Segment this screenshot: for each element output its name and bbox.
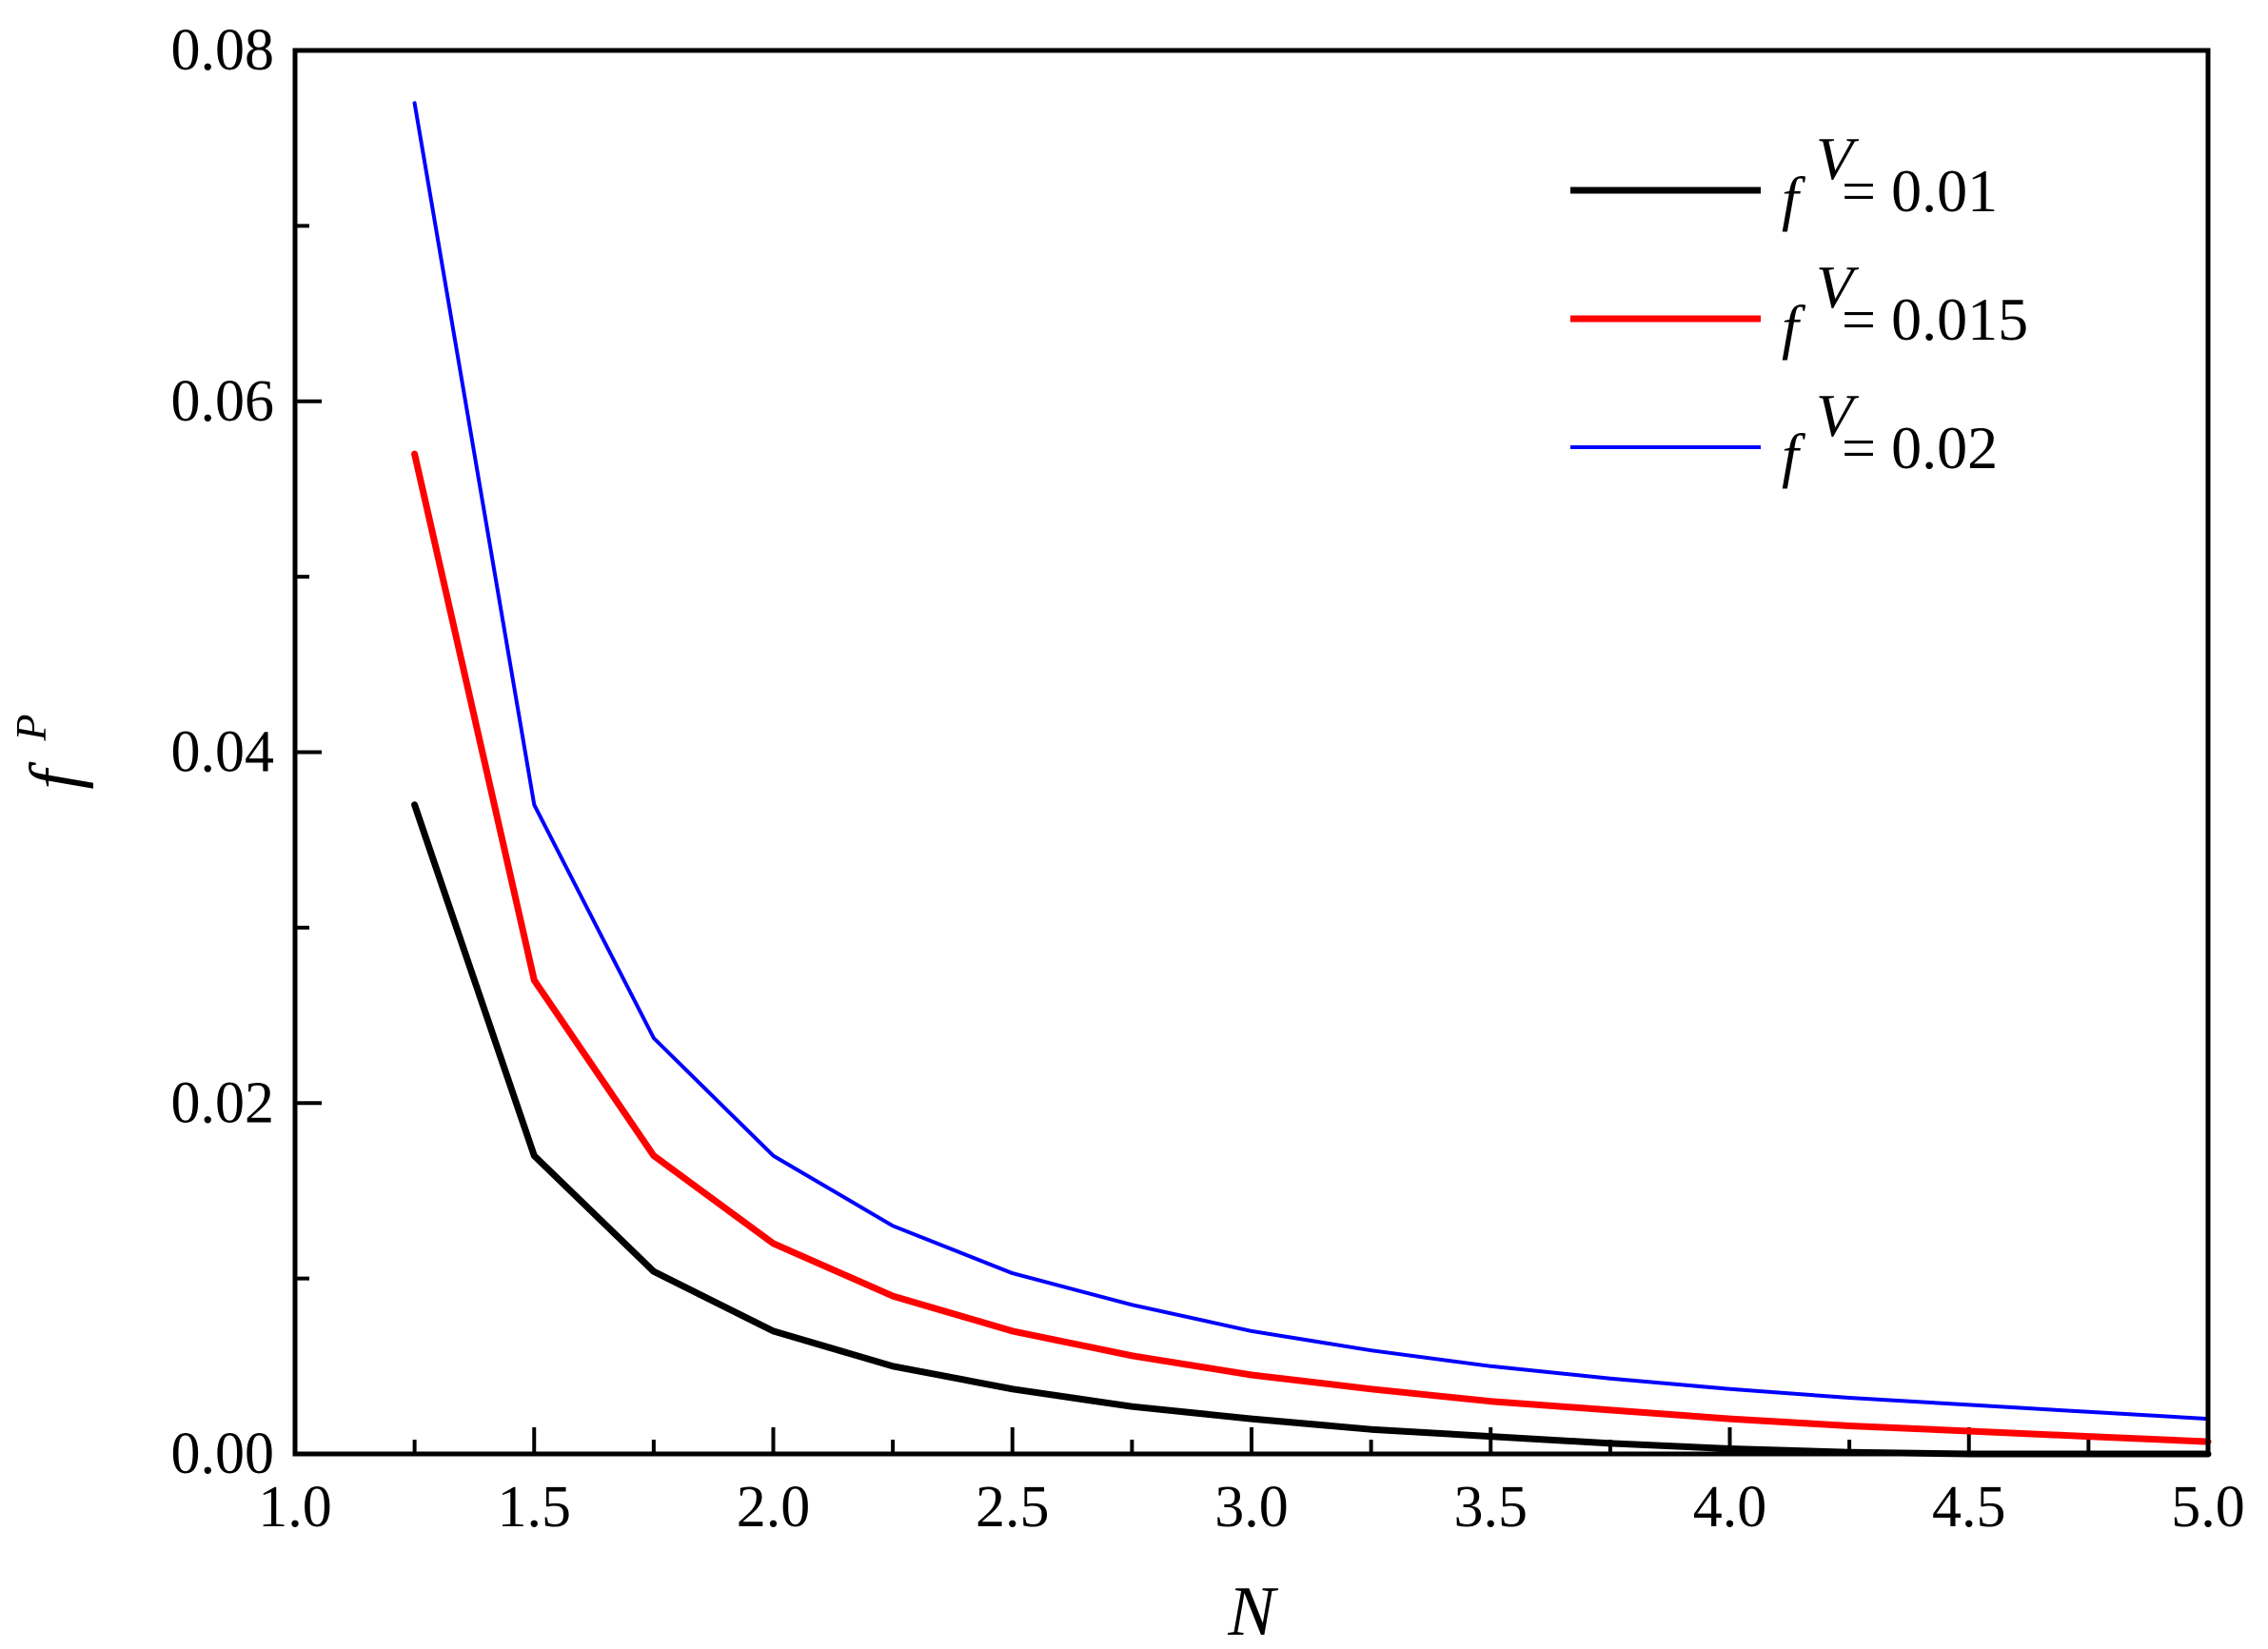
svg-text:f P: f P [7, 714, 94, 789]
legend-label: = 0.02 [1842, 414, 1998, 481]
x-tick-label: 3.5 [1454, 1475, 1528, 1540]
series-line-3 [412, 101, 2210, 1422]
x-tick-label: 1.5 [498, 1475, 572, 1540]
y-tick-label: 0.00 [171, 1422, 275, 1486]
legend-label-superscript: V [1816, 125, 1860, 192]
x-axis-label: N [1227, 1573, 1278, 1649]
x-tick-label: 4.5 [1932, 1475, 2006, 1540]
y-tick-label: 0.04 [171, 720, 275, 785]
y-axis-label-superscript: P [7, 714, 55, 741]
legend-label-superscript: V [1816, 382, 1860, 449]
x-tick-label: 5.0 [2171, 1475, 2245, 1540]
legend-label: = 0.015 [1842, 285, 2028, 353]
series-line-2 [411, 450, 2212, 1445]
y-tick-label: 0.08 [171, 18, 275, 83]
legend-label-superscript: V [1816, 253, 1860, 321]
x-tick-labels: 1.0 1.5 2.0 2.5 3.0 3.5 4.0 4.5 5.0 [258, 1475, 2245, 1540]
x-tick-label: 4.0 [1693, 1475, 1767, 1540]
x-tick-label: 1.0 [258, 1475, 332, 1540]
y-axis-label-base: f [16, 761, 94, 790]
plot-area [295, 50, 2208, 1454]
legend-label: = 0.01 [1842, 157, 1998, 225]
y-axis-label: f P [7, 714, 94, 789]
y-tick-label: 0.02 [171, 1070, 275, 1135]
x-tick-label: 2.5 [976, 1475, 1050, 1540]
plot-frame [292, 48, 2211, 1457]
x-tick-label: 3.0 [1214, 1475, 1289, 1540]
y-tick-label: 0.06 [171, 369, 275, 434]
x-tick-label: 2.0 [737, 1475, 811, 1540]
y-tick-labels: 0.00 0.02 0.04 0.06 0.08 [171, 18, 275, 1486]
